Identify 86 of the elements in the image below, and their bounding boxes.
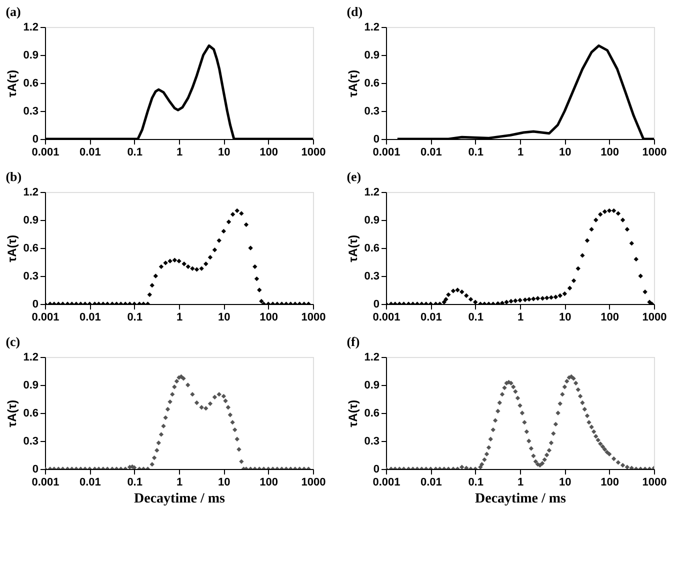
x-tick-label: 0.01 bbox=[79, 476, 101, 488]
x-tick-label: 1000 bbox=[301, 476, 326, 488]
chart-title: (a) bbox=[6, 4, 21, 19]
x-tick-label: 10 bbox=[559, 146, 572, 158]
x-tick-label: 0.1 bbox=[127, 476, 142, 488]
chart-title: (c) bbox=[6, 334, 20, 349]
y-tick-label: 0.3 bbox=[23, 106, 38, 118]
x-tick-label: 0.001 bbox=[372, 312, 400, 324]
x-tick-label: 100 bbox=[600, 312, 620, 324]
y-tick-label: 1.2 bbox=[23, 22, 38, 34]
x-tick-label: 1 bbox=[176, 312, 183, 324]
x-tick-label: 1000 bbox=[642, 146, 667, 158]
x-tick-label: 1 bbox=[517, 476, 524, 488]
x-tick-label: 0.01 bbox=[420, 146, 442, 158]
y-tick-label: 0 bbox=[32, 464, 38, 476]
x-tick-label: 10 bbox=[218, 476, 230, 488]
y-tick-label: 0.6 bbox=[23, 242, 38, 254]
y-tick-label: 0 bbox=[373, 464, 380, 476]
x-tick-label: 0.1 bbox=[468, 146, 484, 158]
y-tick-label: 0.6 bbox=[364, 78, 380, 90]
y-tick-label: 0 bbox=[32, 134, 38, 146]
chart-title: (f) bbox=[346, 334, 360, 349]
y-axis-title: τA(τ) bbox=[346, 400, 360, 428]
y-tick-label: 1.2 bbox=[364, 186, 380, 198]
y-tick-label: 0.9 bbox=[23, 50, 38, 62]
x-tick-label: 10 bbox=[218, 146, 230, 158]
y-tick-label: 0.3 bbox=[364, 436, 380, 448]
y-tick-label: 0.9 bbox=[364, 214, 380, 226]
x-tick-label: 0.01 bbox=[79, 146, 101, 158]
x-tick-label: 0.1 bbox=[468, 476, 484, 488]
y-axis-title: τA(τ) bbox=[346, 70, 360, 98]
x-tick-label: 0.01 bbox=[79, 312, 101, 324]
x-tick-label: 100 bbox=[600, 476, 620, 488]
chart-title: (e) bbox=[346, 169, 362, 184]
y-tick-label: 0.9 bbox=[23, 380, 38, 392]
y-tick-label: 0.9 bbox=[23, 214, 38, 226]
x-tick-label: 1000 bbox=[642, 312, 667, 324]
x-tick-label: 100 bbox=[600, 146, 620, 158]
y-tick-label: 0 bbox=[32, 298, 38, 310]
x-axis-title: Decaytime / ms bbox=[475, 492, 567, 506]
x-tick-label: 0.01 bbox=[420, 312, 442, 324]
y-tick-label: 0.6 bbox=[23, 78, 38, 90]
x-tick-label: 0.001 bbox=[372, 476, 400, 488]
x-tick-label: 100 bbox=[260, 312, 278, 324]
y-tick-label: 0.9 bbox=[364, 380, 380, 392]
y-tick-label: 0.9 bbox=[364, 50, 380, 62]
y-tick-label: 0.3 bbox=[364, 106, 380, 118]
x-tick-label: 1000 bbox=[301, 312, 326, 324]
y-axis-title: τA(τ) bbox=[5, 400, 20, 428]
y-tick-label: 0.6 bbox=[23, 408, 38, 420]
y-tick-label: 0.3 bbox=[364, 270, 380, 282]
x-tick-label: 0.01 bbox=[420, 476, 442, 488]
x-tick-label: 10 bbox=[559, 476, 572, 488]
x-tick-label: 0.001 bbox=[32, 476, 60, 488]
x-tick-label: 10 bbox=[218, 312, 230, 324]
x-tick-label: 1 bbox=[517, 146, 524, 158]
x-tick-label: 1000 bbox=[642, 476, 667, 488]
x-tick-label: 100 bbox=[260, 146, 278, 158]
y-axis-title: τA(τ) bbox=[5, 70, 20, 98]
y-tick-label: 0 bbox=[373, 298, 380, 310]
y-tick-label: 1.2 bbox=[364, 352, 380, 364]
x-tick-label: 0.001 bbox=[32, 312, 60, 324]
x-tick-label: 0.1 bbox=[127, 146, 142, 158]
x-axis-title: Decaytime / ms bbox=[134, 492, 226, 506]
y-axis-title: τA(τ) bbox=[5, 234, 20, 262]
y-tick-label: 0 bbox=[373, 134, 380, 146]
x-tick-label: 0.1 bbox=[468, 312, 484, 324]
x-tick-label: 1 bbox=[176, 146, 183, 158]
x-tick-label: 1000 bbox=[301, 146, 326, 158]
y-tick-label: 1.2 bbox=[23, 186, 38, 198]
chart-title: (b) bbox=[6, 169, 22, 184]
y-tick-label: 0.3 bbox=[23, 436, 38, 448]
x-tick-label: 1 bbox=[517, 312, 524, 324]
y-tick-label: 0.3 bbox=[23, 270, 38, 282]
chart-title: (d) bbox=[346, 4, 363, 19]
y-tick-label: 0.6 bbox=[364, 242, 380, 254]
x-tick-label: 1 bbox=[176, 476, 183, 488]
x-tick-label: 0.001 bbox=[32, 146, 60, 158]
x-tick-label: 0.001 bbox=[372, 146, 400, 158]
y-axis-title: τA(τ) bbox=[346, 234, 360, 262]
y-tick-label: 0.6 bbox=[364, 408, 380, 420]
x-tick-label: 100 bbox=[260, 476, 278, 488]
y-tick-label: 1.2 bbox=[364, 22, 380, 34]
x-tick-label: 10 bbox=[559, 312, 572, 324]
x-tick-label: 0.1 bbox=[127, 312, 142, 324]
y-tick-label: 1.2 bbox=[23, 352, 38, 364]
